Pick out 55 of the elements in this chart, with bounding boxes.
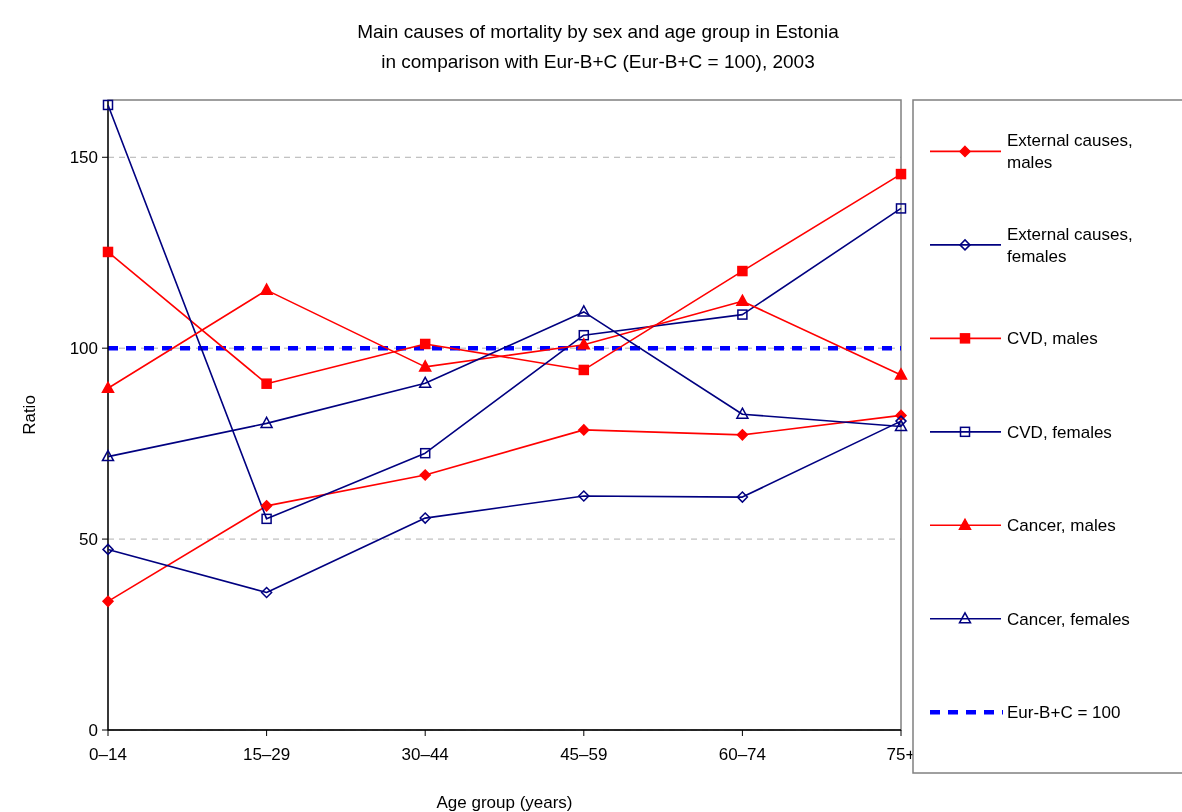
x-tick-label: 75+	[886, 745, 916, 764]
point	[578, 329, 590, 341]
point	[895, 203, 907, 214]
point	[418, 376, 432, 389]
chart-title: Main causes of mortality by sex and age group in Estonia in comparison with Eur-B+C (Eur-B+C = 100), 2003	[357, 21, 840, 72]
y-tick-label: 100	[69, 339, 98, 359]
y-tick-label: 0	[88, 720, 98, 740]
point	[895, 168, 907, 180]
x-tick-label: 15–29	[242, 745, 291, 764]
legend-label: CVD, females	[1007, 422, 1112, 442]
point	[102, 595, 114, 608]
legend-label: Eur-B+C = 100	[1007, 703, 1121, 723]
point	[102, 246, 114, 258]
point	[260, 283, 273, 295]
point	[577, 338, 591, 350]
point	[894, 368, 908, 380]
point	[737, 265, 748, 277]
point	[737, 309, 748, 320]
y-tick-label: 50	[79, 530, 98, 550]
point	[102, 99, 114, 111]
point	[578, 364, 590, 376]
point	[419, 512, 431, 524]
point	[261, 378, 272, 389]
point	[260, 416, 273, 429]
legend-label: CVD, males	[1007, 329, 1098, 349]
point	[577, 305, 591, 317]
point	[101, 381, 115, 394]
point	[261, 513, 272, 525]
x-tick-label: 0–14	[89, 745, 127, 764]
y-axis-title: Ratio	[20, 395, 39, 435]
point	[260, 586, 273, 599]
legend-label: External causes, males	[1007, 131, 1133, 173]
point	[101, 449, 115, 462]
point	[578, 424, 590, 436]
x-tick-label: 45–59	[560, 745, 608, 764]
point	[736, 294, 749, 306]
legend-label: Cancer, males	[1007, 516, 1116, 536]
point	[260, 500, 273, 512]
point	[419, 338, 431, 350]
legend-label: External causes, females	[1007, 224, 1133, 266]
x-tick-label: 30–44	[401, 745, 449, 764]
point	[102, 543, 114, 556]
y-tick-label: 150	[69, 148, 98, 168]
point	[578, 490, 590, 502]
x-tick-label: 60–74	[718, 745, 767, 764]
x-axis-title: Age group (years)	[436, 793, 573, 812]
point	[895, 415, 907, 427]
point	[419, 469, 431, 481]
point	[736, 491, 749, 503]
point	[419, 447, 431, 459]
point	[418, 360, 432, 372]
point	[736, 429, 749, 441]
point	[894, 419, 908, 432]
point	[736, 407, 749, 419]
legend-label: Cancer, females	[1007, 609, 1130, 629]
